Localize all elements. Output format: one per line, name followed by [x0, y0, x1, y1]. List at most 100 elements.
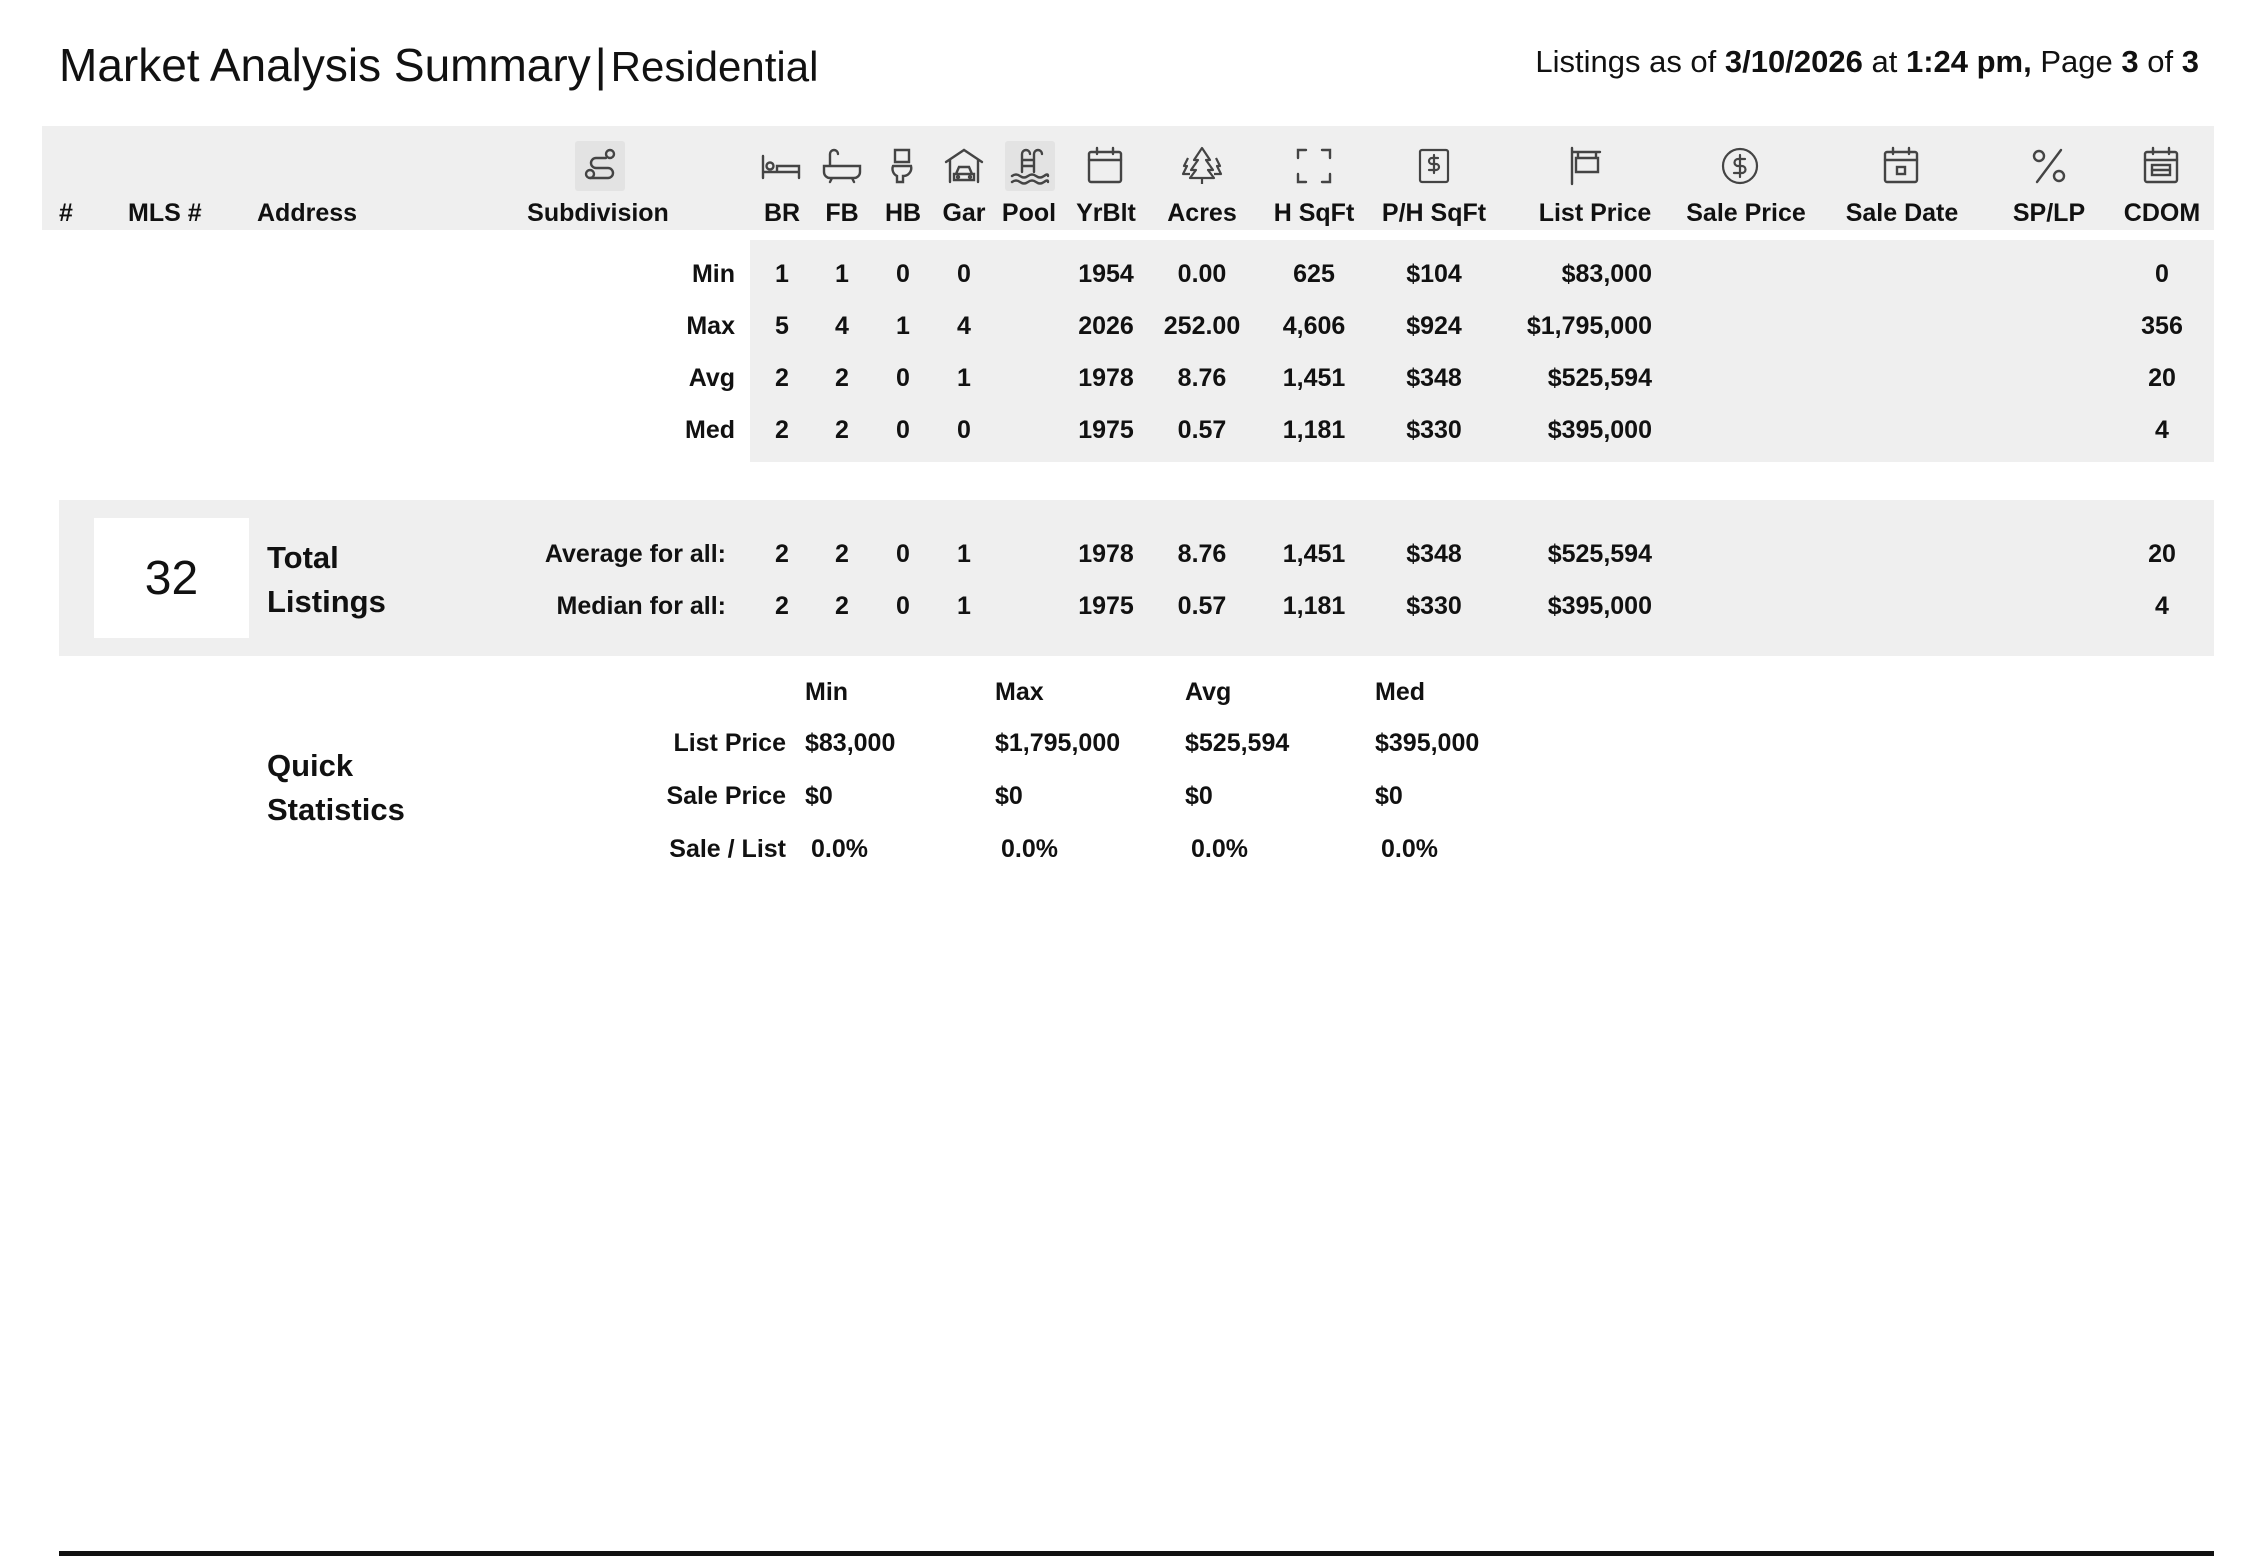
col-acres[interactable]: Acres: [1167, 199, 1237, 227]
quick-stats-row-label: Sale Price: [666, 782, 786, 810]
stats-row-hb: 1: [896, 312, 910, 340]
col-pool[interactable]: Pool: [1001, 199, 1057, 227]
as-of-prefix: Listings as of: [1535, 44, 1717, 79]
col-address[interactable]: Address: [257, 199, 358, 227]
stats-row-gar: 1: [957, 364, 971, 392]
stats-row-cdom: 0: [2155, 260, 2169, 288]
quick-stats-header: Min: [805, 678, 849, 706]
stats-row-yrblt: 1954: [1078, 260, 1134, 288]
report-subtitle: Residential: [610, 43, 819, 90]
stats-row-list-price: $1,795,000: [1526, 312, 1652, 340]
as-of-time: 1:24 pm,: [1905, 44, 2032, 79]
stats-row-br: 2: [775, 416, 789, 444]
quick-stats-value: 0.0%: [1001, 835, 1058, 863]
listings-as-of: Listings as of 3/10/2026 at 1:24 pm, Pag…: [1535, 44, 2199, 80]
col-sale-price[interactable]: Sale Price: [1686, 199, 1806, 227]
stats-row-acres: 8.76: [1177, 364, 1227, 392]
stats-row-phsqft: $104: [1406, 260, 1462, 288]
stats-row-phsqft: $348: [1406, 364, 1462, 392]
page-label: Page: [2040, 44, 2113, 79]
quick-stats-value: $0: [1375, 782, 1403, 810]
col-fb[interactable]: FB: [825, 199, 859, 227]
stats-row-label: Min: [691, 260, 735, 288]
quick-stats-line1: Quick: [267, 748, 354, 783]
stats-row-yrblt: 2026: [1078, 312, 1134, 340]
stats-row-hsqft: 4,606: [1282, 312, 1346, 340]
stats-row-hsqft: 1,181: [1282, 416, 1346, 444]
calendar-list-icon: [2139, 144, 2183, 188]
stats-row-hsqft: 1,451: [1282, 364, 1346, 392]
totals-row-cdom: 20: [2148, 540, 2176, 568]
quick-stats-header: Avg: [1185, 678, 1232, 706]
col-sale-date[interactable]: Sale Date: [1845, 199, 1959, 227]
quick-stats-value: $395,000: [1375, 729, 1480, 757]
totals-row-hsqft: 1,451: [1282, 540, 1346, 568]
stats-band: [750, 240, 2214, 462]
quick-stats-value: 0.0%: [1191, 835, 1248, 863]
sign-post-icon: [1562, 144, 1606, 188]
col-hsqft[interactable]: H SqFt: [1273, 199, 1355, 227]
col-cdom[interactable]: CDOM: [2123, 199, 2201, 227]
col-splp[interactable]: SP/LP: [2012, 199, 2086, 227]
totals-row-gar: 1: [957, 592, 971, 620]
stats-row-hb: 0: [896, 260, 910, 288]
stats-row-yrblt: 1975: [1078, 416, 1134, 444]
quick-stats-value: $83,000: [805, 729, 896, 757]
stats-row-acres: 0.57: [1177, 416, 1227, 444]
col-hb[interactable]: HB: [884, 199, 922, 227]
col-num[interactable]: #: [59, 199, 73, 227]
pool-ladder-icon: [1005, 141, 1055, 191]
trees-icon: [1180, 144, 1224, 188]
total-listings-count: 32: [94, 518, 249, 638]
page-total: 3: [2181, 44, 2199, 79]
title-separator: |: [594, 39, 607, 91]
bathtub-icon: [820, 144, 864, 188]
stats-row-br: 2: [775, 364, 789, 392]
dollar-circle-icon: [1718, 144, 1762, 188]
totals-row-acres: 8.76: [1177, 540, 1227, 568]
col-br[interactable]: BR: [763, 199, 801, 227]
dollar-document-icon: [1412, 144, 1456, 188]
totals-row-br: 2: [775, 540, 789, 568]
calendar-day-icon: [1879, 144, 1923, 188]
map-route-icon: [575, 141, 625, 191]
quick-stats-value: $0: [805, 782, 833, 810]
calendar-icon: [1083, 144, 1127, 188]
report-title: Market Analysis Summary|Residential: [59, 38, 818, 92]
totals-row-fb: 2: [835, 540, 849, 568]
column-header-band: [42, 126, 2214, 230]
totals-row-yrblt: 1978: [1078, 540, 1134, 568]
col-gar[interactable]: Gar: [942, 199, 986, 227]
col-phsqft[interactable]: P/H SqFt: [1381, 199, 1487, 227]
quick-stats-value: $0: [995, 782, 1023, 810]
stats-row-hb: 0: [896, 416, 910, 444]
garage-car-icon: [942, 144, 986, 188]
col-list-price[interactable]: List Price: [1538, 199, 1652, 227]
totals-row-label: Median for all:: [556, 592, 726, 620]
total-label-line1: Total: [267, 540, 339, 575]
stats-row-hsqft: 625: [1293, 260, 1335, 288]
quick-stats-row-label: List Price: [673, 729, 786, 757]
stats-row-br: 1: [775, 260, 789, 288]
totals-row-gar: 1: [957, 540, 971, 568]
stats-row-fb: 1: [835, 260, 849, 288]
col-mls[interactable]: MLS #: [128, 199, 202, 227]
stats-row-label: Med: [685, 416, 735, 444]
stats-row-phsqft: $330: [1406, 416, 1462, 444]
quick-stats-value: $1,795,000: [995, 729, 1121, 757]
stats-row-fb: 4: [835, 312, 849, 340]
at-label: at: [1871, 44, 1898, 79]
expand-frame-icon: [1292, 144, 1336, 188]
of-label: of: [2147, 44, 2174, 79]
quick-stats-header: Med: [1375, 678, 1425, 706]
stats-row-yrblt: 1978: [1078, 364, 1134, 392]
stats-row-acres: 0.00: [1177, 260, 1227, 288]
quick-stats-value: $0: [1185, 782, 1213, 810]
totals-band: [59, 500, 2214, 656]
quick-stats-row-label: Sale / List: [669, 835, 786, 863]
col-yrblt[interactable]: YrBlt: [1076, 199, 1136, 227]
stats-row-list-price: $525,594: [1547, 364, 1652, 392]
col-subdivision[interactable]: Subdivision: [527, 199, 669, 227]
stats-row-acres: 252.00: [1163, 312, 1241, 340]
stats-row-fb: 2: [835, 364, 849, 392]
